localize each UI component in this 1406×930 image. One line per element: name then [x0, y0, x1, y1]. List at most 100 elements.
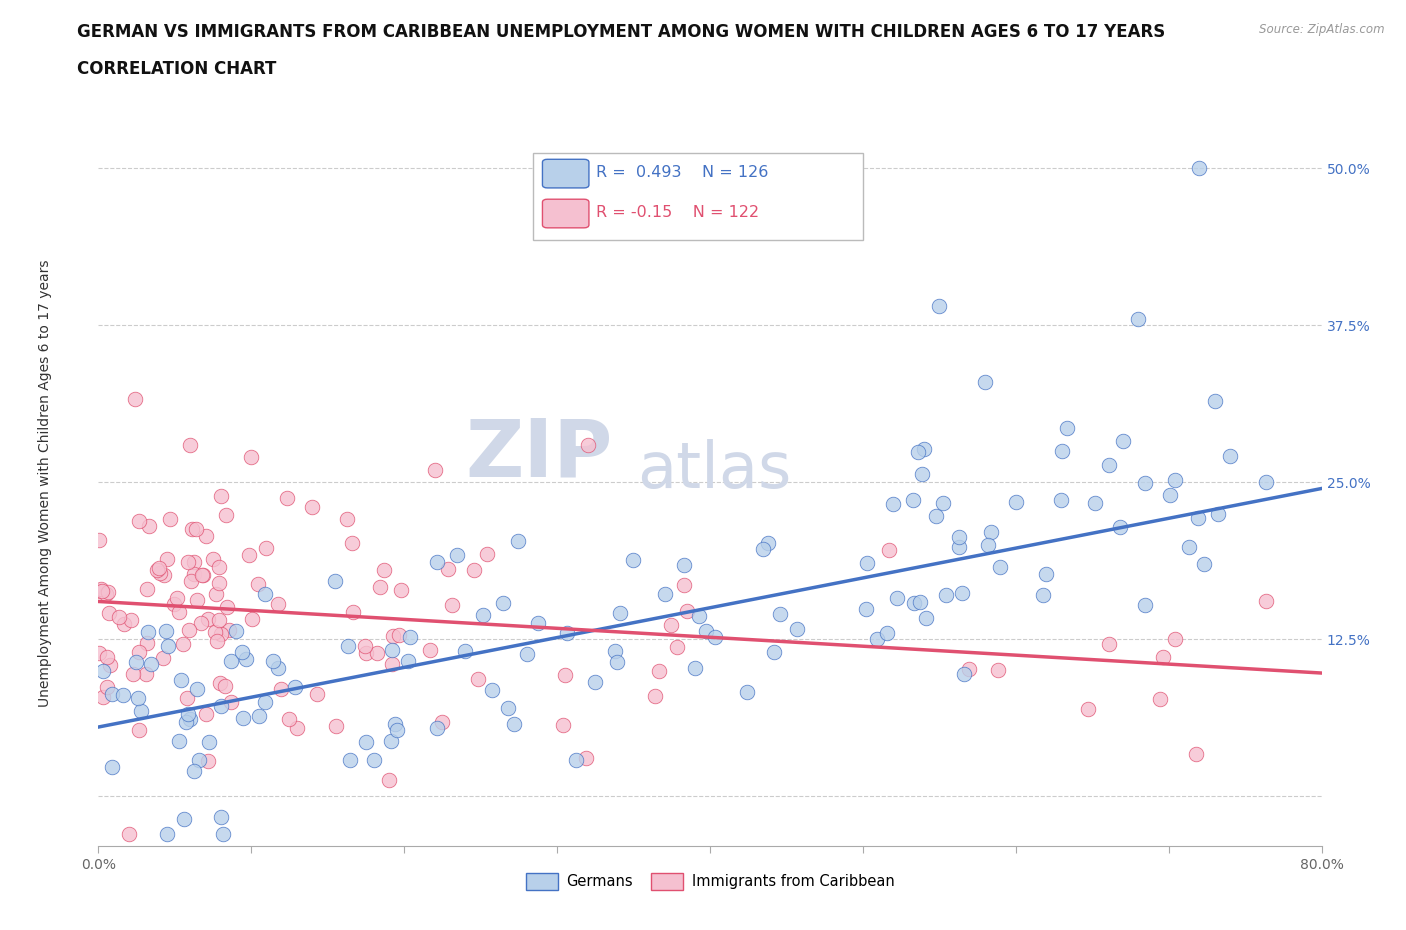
Point — [209, 809, 232, 824]
Point — [554, 668, 576, 683]
Point — [190, 616, 212, 631]
Point — [231, 644, 253, 659]
Point — [385, 723, 408, 737]
Point — [129, 704, 152, 719]
Point — [605, 644, 627, 658]
Point — [1256, 474, 1278, 489]
Point — [205, 587, 228, 602]
Point — [209, 675, 232, 690]
FancyBboxPatch shape — [543, 199, 589, 228]
Point — [180, 573, 202, 588]
Point — [96, 649, 118, 664]
Point — [91, 689, 114, 704]
Point — [336, 512, 359, 526]
Point — [353, 639, 375, 654]
Point — [384, 716, 406, 731]
Point — [186, 682, 208, 697]
Point — [381, 658, 404, 672]
Text: R = -0.15    N = 122: R = -0.15 N = 122 — [596, 206, 759, 220]
Point — [337, 639, 360, 654]
Point — [153, 567, 176, 582]
Point — [97, 585, 120, 600]
Point — [214, 679, 236, 694]
Point — [183, 567, 205, 582]
Point — [188, 752, 211, 767]
Point — [737, 684, 759, 699]
Point — [555, 625, 578, 640]
Point — [502, 717, 524, 732]
Point — [120, 613, 142, 628]
Point — [96, 587, 118, 602]
Point — [419, 643, 441, 658]
Point — [915, 610, 938, 625]
Point — [301, 500, 323, 515]
Point — [886, 591, 908, 605]
Point — [683, 661, 706, 676]
Point — [202, 551, 225, 566]
Point — [1056, 420, 1078, 435]
Point — [659, 618, 682, 632]
Point — [907, 445, 929, 459]
Point — [238, 547, 260, 562]
Point — [876, 626, 898, 641]
Point — [91, 664, 114, 679]
Point — [950, 585, 973, 600]
Point — [87, 583, 110, 598]
Point — [91, 583, 114, 598]
Point — [1188, 161, 1211, 176]
Point — [305, 686, 328, 701]
Point — [1077, 702, 1099, 717]
Point — [1149, 692, 1171, 707]
Point — [240, 450, 263, 465]
Point — [136, 636, 159, 651]
Point — [339, 752, 361, 767]
Point — [903, 595, 925, 610]
Point — [176, 555, 198, 570]
Point — [576, 437, 599, 452]
Point — [987, 663, 1010, 678]
Point — [112, 617, 135, 631]
Point — [166, 591, 188, 605]
Point — [121, 666, 143, 681]
Point — [762, 644, 785, 659]
Point — [323, 574, 346, 589]
Point — [155, 623, 177, 638]
Point — [363, 752, 385, 767]
Point — [695, 623, 717, 638]
Point — [1185, 747, 1208, 762]
FancyBboxPatch shape — [543, 159, 589, 188]
Point — [148, 561, 170, 576]
Point — [155, 551, 177, 566]
Point — [436, 561, 458, 576]
Point — [527, 616, 550, 631]
Point — [471, 607, 494, 622]
Point — [215, 600, 238, 615]
Point — [688, 608, 710, 623]
Point — [177, 706, 200, 721]
Point — [583, 675, 606, 690]
Point — [1128, 312, 1150, 326]
Point — [340, 536, 363, 551]
Point — [262, 654, 284, 669]
Point — [136, 624, 159, 639]
Point — [866, 631, 889, 646]
Point — [209, 488, 232, 503]
Point — [1163, 472, 1185, 487]
Point — [278, 711, 301, 726]
Point — [516, 647, 538, 662]
Point — [381, 629, 404, 644]
Point — [276, 491, 298, 506]
Point — [366, 646, 388, 661]
Point — [186, 522, 208, 537]
Point — [167, 604, 190, 619]
Point — [1177, 539, 1199, 554]
Point — [285, 721, 308, 736]
Point — [98, 658, 121, 672]
Point — [149, 565, 172, 580]
Point — [901, 492, 924, 507]
Point — [1084, 496, 1107, 511]
Point — [935, 588, 957, 603]
Point — [179, 712, 201, 727]
Point — [1050, 444, 1073, 458]
Point — [924, 509, 946, 524]
